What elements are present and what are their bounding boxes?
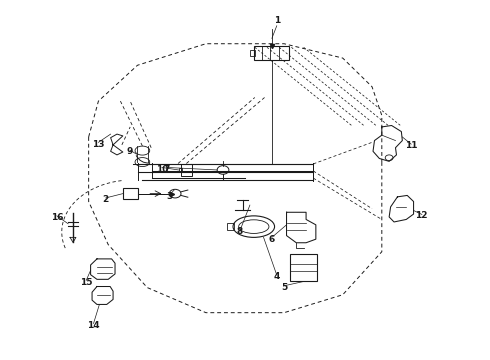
Text: 2: 2 [102, 195, 109, 204]
Text: 6: 6 [269, 235, 275, 244]
Text: 16: 16 [50, 213, 63, 222]
Text: 14: 14 [87, 321, 100, 330]
Bar [181, 163, 192, 176]
Bar [250, 50, 255, 55]
Text: 10: 10 [156, 165, 168, 174]
Text: 11: 11 [405, 141, 417, 150]
Text: 12: 12 [415, 211, 427, 220]
Bar [123, 188, 138, 199]
Text: 15: 15 [80, 278, 93, 287]
Text: 13: 13 [92, 140, 105, 149]
Bar [254, 46, 290, 59]
Bar [178, 168, 182, 172]
Text: 4: 4 [273, 272, 280, 281]
Text: 1: 1 [273, 16, 280, 25]
Text: 9: 9 [127, 147, 133, 156]
Bar [227, 223, 234, 230]
Text: 3: 3 [166, 192, 172, 201]
Text: 5: 5 [281, 283, 287, 292]
Text: 8: 8 [237, 228, 243, 237]
Text: 7: 7 [164, 165, 170, 174]
Bar [290, 255, 317, 281]
